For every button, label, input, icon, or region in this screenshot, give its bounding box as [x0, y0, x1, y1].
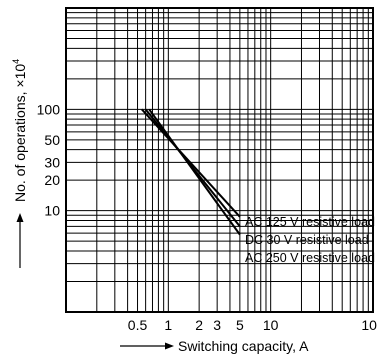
y-axis-label-text: No. of operations, ×10: [12, 64, 28, 202]
x-tick-label: 100: [361, 317, 377, 333]
x-tick-label: 3: [213, 317, 221, 333]
x-axis-label: Switching capacity, A: [178, 338, 309, 354]
x-tick-label: 0.5: [128, 317, 148, 333]
y-axis-label: No. of operations, ×104: [11, 59, 28, 202]
series-label-ac125: AC 125 V resistive load: [245, 215, 375, 229]
x-tick-labels: 0.5 1 235 10 100: [128, 317, 377, 333]
plot-frame: [65, 7, 374, 313]
x-tick-label: 10: [263, 317, 279, 333]
y-axis-label-exponent: 4: [11, 59, 21, 64]
series-line-3: [148, 108, 241, 236]
y-tick-label: 10: [44, 203, 60, 219]
series-label-ac250: AC 250 V resistive load: [245, 251, 375, 265]
y-tick-labels: 10 20 30 50 100: [37, 101, 61, 218]
y-tick-label: 50: [44, 132, 60, 148]
y-axis-arrowhead: [16, 213, 24, 222]
series-group: [141, 108, 241, 236]
series-label-dc30: DC 30 V resistive load: [245, 233, 369, 247]
x-tick-label: 1: [164, 317, 172, 333]
x-axis-arrowhead: [165, 342, 174, 350]
y-tick-label: 30: [44, 154, 60, 170]
y-tick-label: 100: [37, 101, 61, 117]
y-tick-label: 20: [44, 172, 60, 188]
series-line-1: [141, 108, 241, 218]
plot-border: [65, 7, 374, 313]
x-tick-label: 2: [195, 317, 203, 333]
grid: [66, 8, 373, 312]
x-tick-label: 5: [236, 317, 244, 333]
